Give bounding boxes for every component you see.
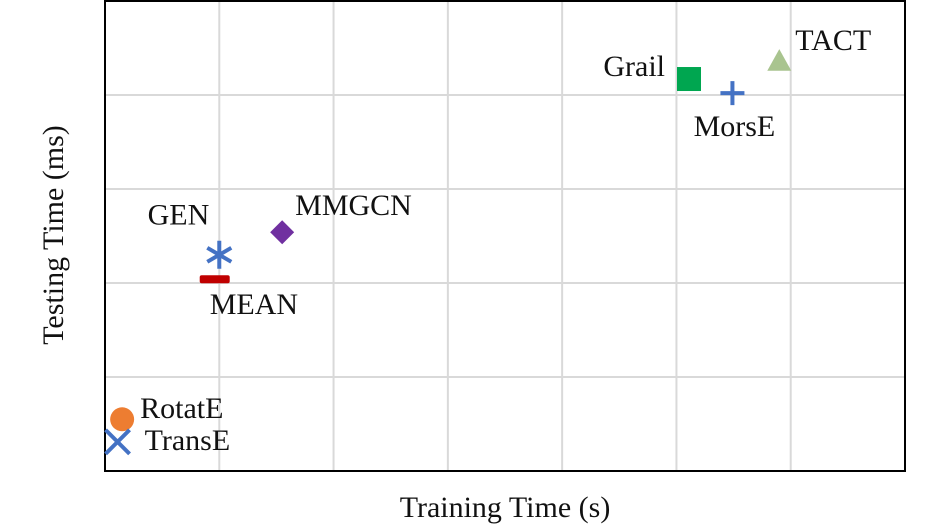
marker [720,81,745,106]
point-label: MorsE [694,110,776,143]
marker [199,275,230,284]
point-label: TransE [145,424,231,457]
marker [110,407,135,432]
point-label: MEAN [210,288,298,321]
point-label: MMGCN [295,189,412,222]
marker [104,428,131,456]
point-label: RotatE [140,392,223,425]
marker [767,49,792,71]
x-axis-label: Training Time (s) [400,491,611,524]
point-label: Grail [603,50,665,83]
marker [677,67,701,92]
point-label: GEN [148,199,210,232]
marker [206,240,233,269]
marker [270,220,295,245]
point-label: TACT [795,24,871,57]
plot-frame [104,0,906,472]
y-axis-label: Testing Time (ms) [37,125,70,345]
